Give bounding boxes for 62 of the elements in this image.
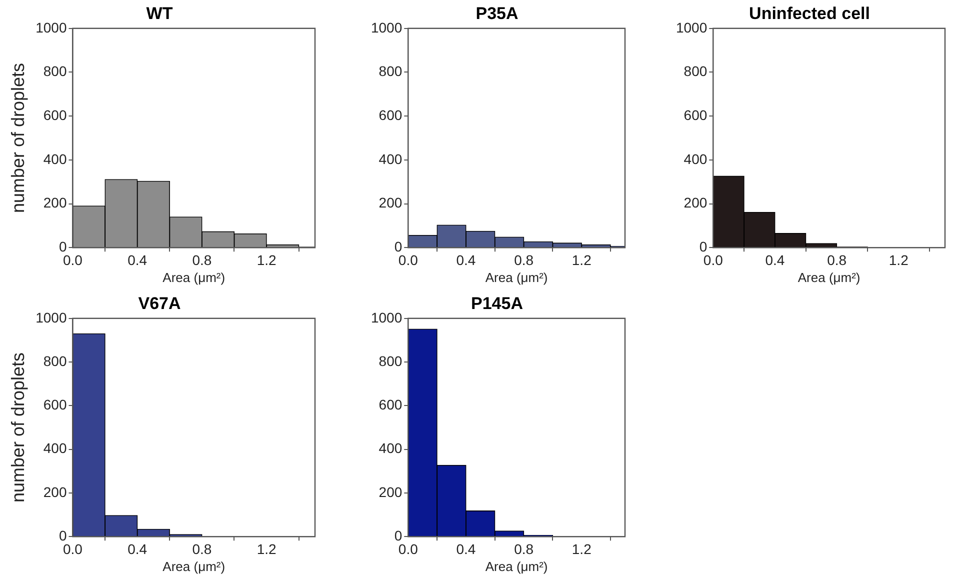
y-tick-label: 0 [394, 238, 402, 254]
x-axis-title: Area (μm²) [485, 270, 548, 285]
y-tick-label: 400 [684, 150, 708, 167]
y-tick-label: 200 [684, 194, 708, 211]
x-tick-label: 0.8 [192, 252, 212, 268]
y-tick-label: 200 [43, 194, 67, 211]
y-tick-label: 1000 [36, 309, 67, 326]
x-axis-title: Area (μm²) [162, 270, 226, 285]
y-tick-label: 0 [58, 238, 67, 254]
y-tick-label: 600 [43, 106, 67, 123]
x-tick-label: 0.0 [63, 540, 83, 557]
x-tick-label: 1.2 [572, 540, 592, 557]
y-tick-label: 1000 [36, 19, 67, 36]
y-tick-label: 0 [699, 238, 708, 254]
y-tick-label: 1000 [370, 309, 402, 326]
y-tick-label: 800 [43, 63, 67, 80]
y-tick-label: 800 [378, 352, 402, 369]
x-tick-label: 0.0 [63, 252, 83, 268]
y-tick-label: 400 [378, 150, 402, 167]
x-tick-label: 0.8 [514, 540, 534, 557]
y-tick-label: 800 [43, 352, 67, 369]
y-tick-label: 600 [43, 396, 67, 413]
x-tick-label: 1.2 [256, 540, 276, 557]
y-axis-title: number of droplets [8, 62, 28, 214]
y-tick-label: 800 [684, 63, 708, 80]
x-tick-label: 0.4 [456, 540, 476, 557]
x-tick-label: 0.8 [827, 252, 847, 268]
y-tick-label: 200 [43, 484, 67, 500]
chart-title: P145A [471, 294, 523, 313]
x-tick-label: 0.4 [765, 252, 785, 268]
chart-title: WT [146, 4, 174, 23]
x-axis-title: Area (μm²) [485, 558, 548, 574]
y-tick-label: 600 [378, 106, 402, 123]
y-tick-label: 800 [378, 63, 402, 80]
x-tick-label: 0.0 [398, 540, 418, 557]
x-tick-label: 0.4 [128, 252, 148, 268]
x-tick-label: 0.4 [456, 252, 476, 268]
chart-title: Uninfected cell [749, 4, 870, 23]
x-tick-label: 1.2 [572, 252, 592, 268]
chart-title: V67A [138, 294, 181, 313]
y-tick-label: 600 [684, 106, 708, 123]
x-axis-title: Area (μm²) [162, 558, 226, 574]
y-tick-label: 1000 [370, 19, 402, 36]
y-axis-title: number of droplets [8, 352, 28, 503]
y-tick-label: 0 [58, 527, 67, 544]
x-tick-label: 0.0 [398, 252, 418, 268]
x-tick-label: 0.8 [192, 540, 212, 557]
x-tick-label: 0.0 [703, 252, 724, 268]
x-axis-title: Area (μm²) [798, 270, 860, 285]
y-tick-label: 1000 [676, 19, 708, 36]
x-tick-label: 0.4 [128, 540, 148, 557]
y-tick-label: 400 [43, 150, 67, 167]
y-tick-label: 400 [378, 440, 402, 456]
y-tick-label: 400 [43, 440, 67, 456]
x-tick-label: 1.2 [888, 252, 909, 268]
x-tick-label: 0.8 [514, 252, 534, 268]
y-tick-label: 200 [378, 194, 402, 211]
x-tick-label: 1.2 [256, 252, 276, 268]
y-tick-label: 600 [378, 396, 402, 413]
chart-title: P35A [476, 4, 518, 23]
y-tick-label: 0 [394, 527, 402, 544]
y-tick-label: 200 [378, 484, 402, 500]
